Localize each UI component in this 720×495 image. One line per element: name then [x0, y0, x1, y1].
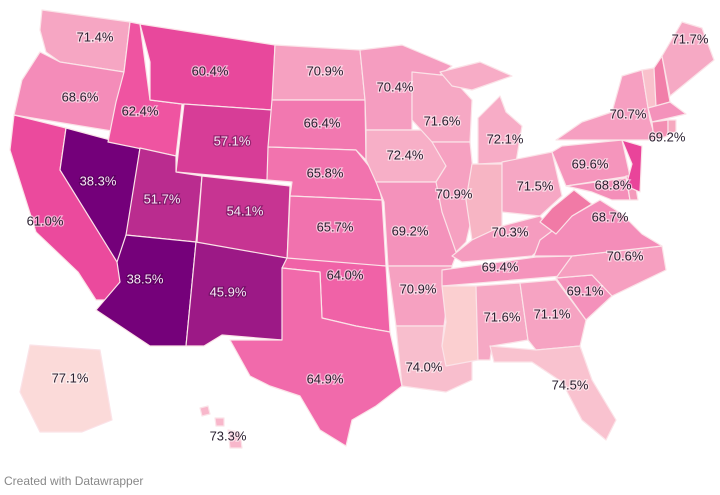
state-ny[interactable] [555, 69, 657, 141]
state-md[interactable] [565, 177, 631, 201]
choropleth-map: 71.4% 68.6% 61.0% 38.3% 62.4% 60.4% 57.1% 51.7%… [9, 9, 715, 449]
state-label-wa: 71.4% [77, 29, 114, 44]
state-me[interactable] [661, 21, 715, 97]
state-ak[interactable] [19, 344, 113, 433]
state-label-ga: 71.1% [534, 306, 571, 321]
state-label-tx: 64.9% [307, 371, 344, 386]
state-pa[interactable] [551, 139, 631, 187]
state-label-fl: 74.5% [552, 377, 589, 392]
state-label-nv: 38.3% [80, 173, 117, 188]
state-label-ut: 51.7% [144, 191, 181, 206]
state-label-ak: 77.1% [52, 370, 89, 385]
state-label-nm: 45.9% [210, 284, 247, 299]
credit-text: Created with Datawrapper [4, 474, 144, 488]
state-la[interactable] [395, 325, 473, 393]
state-label-ne: 65.8% [307, 165, 344, 180]
state-label-al: 71.6% [484, 309, 521, 324]
state-nj[interactable] [621, 139, 643, 193]
state-label-tn: 69.4% [482, 259, 519, 274]
state-fl[interactable] [489, 345, 617, 441]
state-label-mt: 60.4% [192, 63, 229, 78]
state-label-ok: 64.0% [327, 267, 364, 282]
state-label-hi: 73.3% [210, 428, 247, 443]
state-ms[interactable] [441, 285, 479, 367]
state-label-va: 68.7% [592, 209, 629, 224]
state-sd[interactable] [267, 99, 367, 161]
state-label-ky: 70.3% [492, 224, 529, 239]
state-label-pa: 69.6% [572, 156, 609, 171]
state-label-ca: 61.0% [27, 213, 64, 228]
state-label-wi: 71.6% [424, 113, 461, 128]
state-hi[interactable] [227, 429, 243, 449]
state-label-co: 54.1% [227, 203, 264, 218]
state-tx[interactable] [229, 267, 403, 447]
state-label-id: 62.4% [122, 103, 159, 118]
state-label-or: 68.6% [62, 89, 99, 104]
state-label-nd: 70.9% [307, 63, 344, 78]
state-mi[interactable] [477, 95, 523, 165]
state-hi[interactable] [214, 417, 225, 427]
state-label-mo: 69.2% [392, 223, 429, 238]
state-label-me: 71.7% [672, 31, 709, 46]
state-label-ia: 72.4% [387, 147, 424, 162]
state-oh[interactable] [501, 151, 563, 217]
state-mi[interactable] [439, 61, 513, 91]
state-label-az: 38.5% [127, 271, 164, 286]
state-label-mn: 70.4% [377, 79, 414, 94]
state-label-nc: 70.6% [607, 248, 644, 263]
state-hi[interactable] [199, 405, 211, 417]
state-il[interactable] [431, 141, 477, 253]
state-label-sc: 69.1% [567, 283, 604, 298]
state-label-ny: 70.7% [610, 106, 647, 121]
state-label-oh: 71.5% [517, 178, 554, 193]
state-label-mi: 72.1% [487, 131, 524, 146]
state-label-ar: 70.9% [400, 281, 437, 296]
state-wv[interactable] [539, 189, 593, 235]
state-label-il: 70.9% [436, 186, 473, 201]
state-ri[interactable] [667, 119, 677, 135]
state-label-wy: 57.1% [214, 133, 251, 148]
state-label-ks: 65.7% [317, 219, 354, 234]
state-ct[interactable] [651, 119, 669, 141]
state-label-la: 74.0% [406, 359, 443, 374]
state-ma[interactable] [647, 101, 687, 123]
state-label-sd: 66.4% [304, 115, 341, 130]
state-label-ma: 69.2% [649, 129, 686, 144]
state-label-md: 68.8% [595, 177, 632, 192]
